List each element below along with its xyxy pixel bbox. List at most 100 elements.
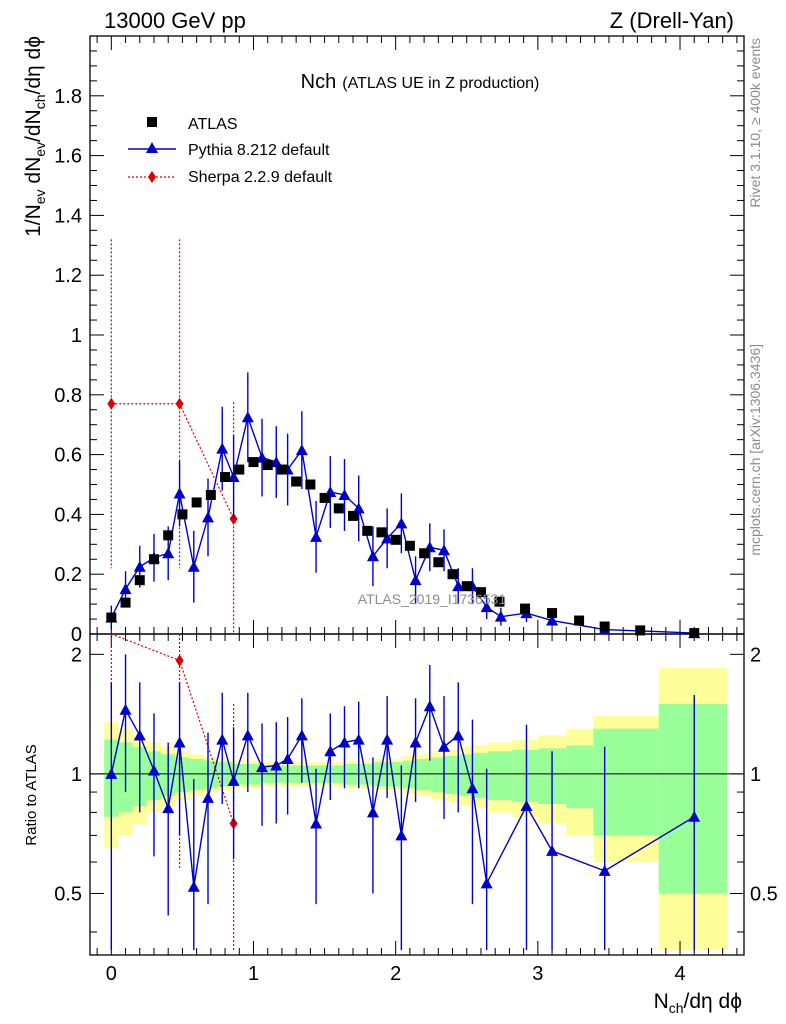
- pythia-ratio-point: [423, 700, 436, 712]
- atlas-point: [120, 597, 131, 608]
- atlas-point: [177, 509, 188, 520]
- band-green: [617, 728, 659, 836]
- y-tick-label: 0: [71, 624, 82, 646]
- atlas-point: [404, 540, 415, 551]
- pythia-ratio-point: [466, 782, 479, 794]
- atlas-point: [305, 479, 316, 490]
- pythia-point: [241, 411, 254, 423]
- pythia-point: [295, 444, 308, 456]
- pythia-ratio-point: [147, 764, 160, 776]
- legend-sherpa-marker: [148, 171, 156, 183]
- legend-atlas-marker: [147, 117, 157, 127]
- ratio-axis-label: Ratio to ATLAS: [23, 744, 40, 845]
- pythia-ratio-point: [227, 774, 240, 786]
- atlas-point: [163, 530, 174, 541]
- watermark: ATLAS_2019_I1736531: [358, 591, 507, 607]
- atlas-point: [574, 615, 585, 626]
- pythia-ratio-point: [452, 729, 465, 741]
- band-green: [512, 749, 538, 802]
- sherpa-point: [175, 397, 184, 410]
- legend-pythia-marker: [146, 142, 158, 153]
- pythia-ratio-point: [187, 880, 200, 892]
- atlas-point: [494, 596, 505, 607]
- title-sub: (ATLAS UE in Z production): [342, 75, 539, 92]
- band-green: [402, 760, 417, 789]
- pythia-ratio-point: [281, 753, 294, 765]
- pythia-ratio-point: [395, 829, 408, 841]
- pythia-ratio-point: [546, 844, 559, 856]
- pythia-point: [173, 487, 186, 499]
- x-tick-label: 4: [674, 963, 685, 985]
- band-green: [488, 751, 513, 800]
- pythia-ratio-point: [216, 733, 229, 745]
- header-right: Z (Drell-Yan): [610, 8, 734, 33]
- pythia-ratio-point: [119, 703, 132, 715]
- ratio-tick-label: 1: [71, 764, 82, 786]
- band-green: [593, 728, 618, 836]
- pythia-ratio-point: [105, 767, 118, 779]
- pythia-ratio-point: [270, 759, 283, 771]
- legend: ATLAS Pythia 8.212 default Sherpa 2.2.9 …: [128, 116, 333, 186]
- x-tick-label: 2: [390, 963, 401, 985]
- pythia-ratio-point: [381, 733, 394, 745]
- pythia-ratio-point: [324, 745, 337, 757]
- data-series: [105, 239, 701, 951]
- atlas-point: [276, 464, 287, 475]
- ratio-tick-label-right: 2: [750, 644, 761, 666]
- atlas-point: [376, 527, 387, 538]
- y-tick-label: 0.8: [54, 385, 82, 407]
- band-green: [658, 703, 727, 894]
- pythia-point: [119, 583, 132, 595]
- pythia-ratio-point: [295, 729, 308, 741]
- pythia-point: [256, 451, 269, 463]
- pythia-ratio-point: [688, 810, 701, 822]
- sherpa-ratio-point: [175, 654, 184, 667]
- chart-title: Nch (ATLAS UE in Z production): [301, 71, 540, 93]
- y-tick-label: 0.2: [54, 564, 82, 586]
- pythia-point: [395, 517, 408, 529]
- band-green: [473, 752, 489, 798]
- atlas-point: [419, 548, 430, 559]
- pythia-point: [216, 442, 229, 454]
- y-tick-label: 1.4: [54, 205, 82, 227]
- pythia-point: [409, 574, 422, 586]
- y-tick-label: 1.8: [54, 86, 82, 108]
- atlas-point: [433, 557, 444, 568]
- atlas-point: [520, 603, 531, 614]
- uncertainty-bands: [90, 667, 744, 951]
- atlas-point: [348, 510, 359, 521]
- atlas-point: [106, 612, 117, 623]
- ratio-panel-frame: [89, 633, 745, 956]
- atlas-point: [547, 608, 558, 619]
- pythia-ratio-point: [409, 736, 422, 748]
- atlas-point: [689, 628, 700, 639]
- pythia-point: [310, 530, 323, 542]
- ratio-tick-label: 0.5: [54, 883, 82, 905]
- x-tick-label: 1: [248, 963, 259, 985]
- ratio-tick-label-right: 0.5: [750, 883, 778, 905]
- y-tick-label: 0.6: [54, 445, 82, 467]
- pythia-ratio-point: [162, 802, 175, 814]
- pythia-point: [133, 560, 146, 572]
- pythia-ratio-point: [338, 736, 351, 748]
- band-green: [459, 754, 474, 796]
- atlas-point: [205, 489, 216, 500]
- pythia-point: [352, 502, 365, 514]
- atlas-point: [461, 581, 472, 592]
- atlas-point: [248, 457, 259, 468]
- y-tick-label: 0.4: [54, 504, 82, 526]
- pythia-point: [270, 456, 283, 468]
- pythia-point: [480, 601, 493, 613]
- pythia-ratio-point: [366, 806, 379, 818]
- pythia-point: [366, 550, 379, 562]
- y-axis-label: 1/Nev dNev/dNch/dη dϕ: [22, 36, 48, 237]
- pythia-ratio-point: [173, 736, 186, 748]
- y-tick-label: 1.2: [54, 265, 82, 287]
- sherpa-point: [107, 397, 116, 410]
- pythia-point: [452, 580, 465, 592]
- band-green: [445, 755, 460, 794]
- atlas-point: [362, 525, 373, 536]
- pythia-point: [227, 471, 240, 483]
- title-main: Nch: [301, 71, 337, 93]
